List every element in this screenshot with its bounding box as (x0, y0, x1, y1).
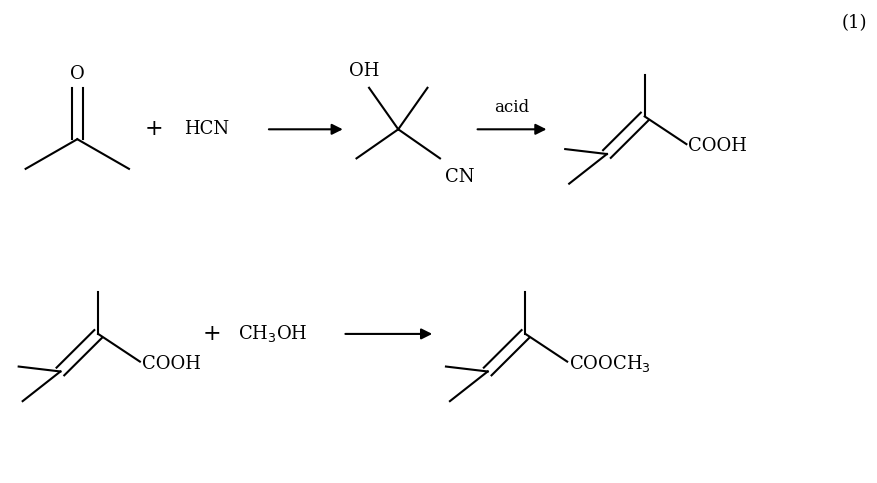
Text: COOH: COOH (688, 137, 747, 155)
Text: COOH: COOH (142, 355, 201, 372)
Text: (1): (1) (842, 14, 867, 32)
Text: HCN: HCN (184, 120, 229, 138)
Text: O: O (70, 65, 85, 83)
Text: COOCH$_3$: COOCH$_3$ (569, 353, 651, 374)
Text: acid: acid (495, 99, 530, 116)
Text: CH$_3$OH: CH$_3$OH (239, 324, 308, 344)
Text: +: + (202, 323, 221, 345)
Text: OH: OH (349, 62, 379, 80)
Text: CN: CN (445, 168, 474, 186)
Text: +: + (145, 118, 163, 140)
